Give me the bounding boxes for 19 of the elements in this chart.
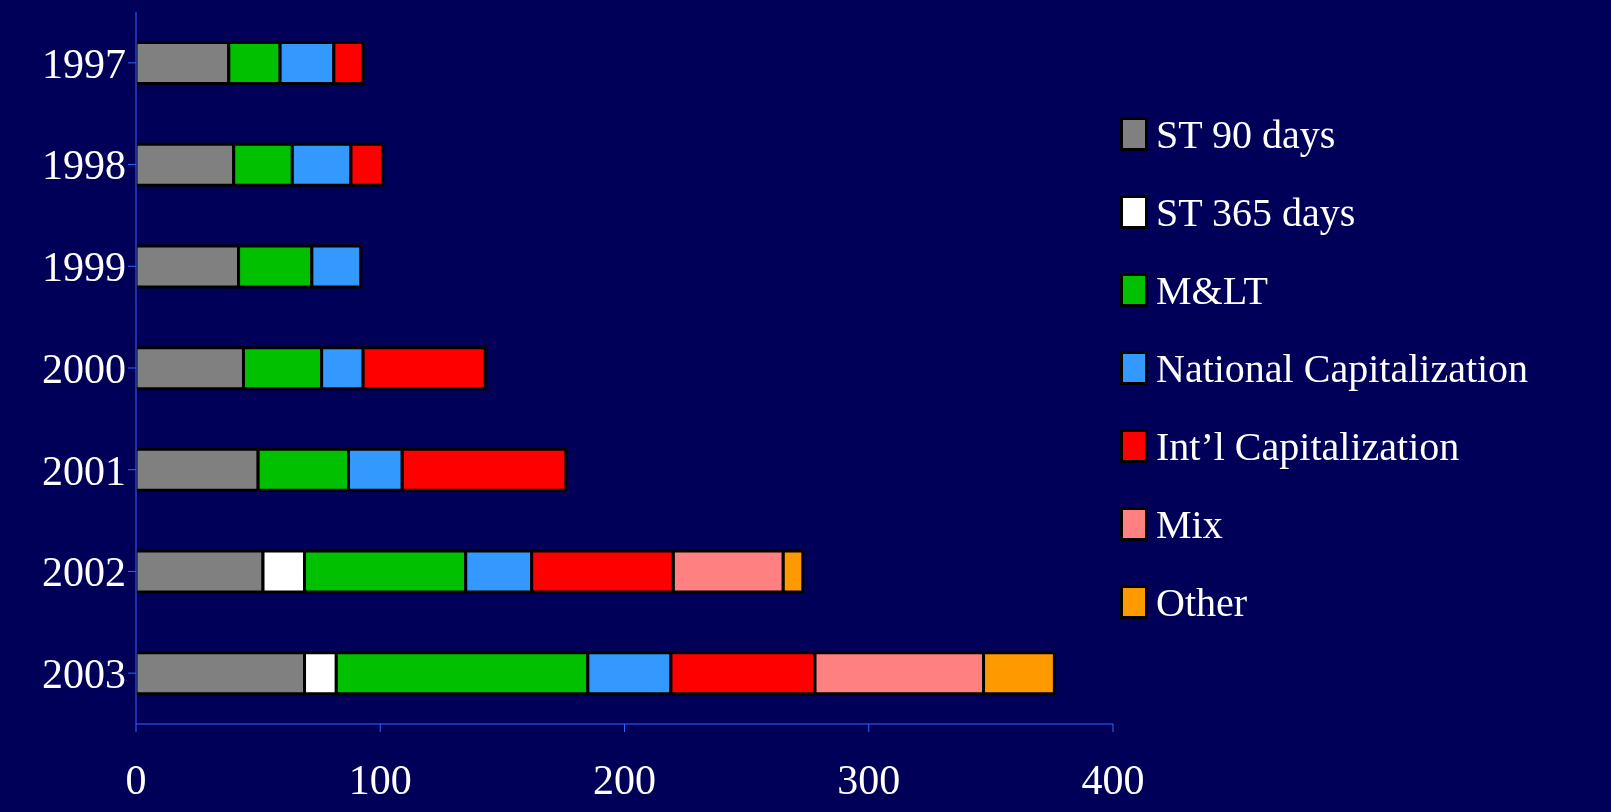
y-tick-label: 2002	[42, 549, 126, 596]
legend-label: Other	[1156, 578, 1248, 626]
y-tick-label: 1997	[42, 40, 126, 87]
y-tick-label: 1999	[42, 244, 126, 291]
x-tick-label: 0	[125, 756, 147, 803]
legend-label: Mix	[1156, 500, 1223, 548]
y-tick-label: 2001	[42, 447, 126, 494]
legend-label: ST 90 days	[1156, 110, 1336, 158]
x-tick-label: 100	[348, 756, 412, 803]
y-tick-label: 1998	[42, 142, 126, 189]
legend-label: ST 365 days	[1156, 188, 1356, 236]
legend-label: National Capitalization	[1156, 344, 1529, 392]
y-tick-label: 2003	[42, 651, 126, 698]
x-tick-label: 400	[1081, 756, 1145, 803]
legend-label: M&LT	[1156, 266, 1268, 314]
y-tick-label: 2000	[42, 345, 126, 392]
legend-label: Int’l Capitalization	[1156, 422, 1460, 470]
x-tick-label: 300	[837, 756, 901, 803]
x-tick-label: 200	[593, 756, 656, 803]
